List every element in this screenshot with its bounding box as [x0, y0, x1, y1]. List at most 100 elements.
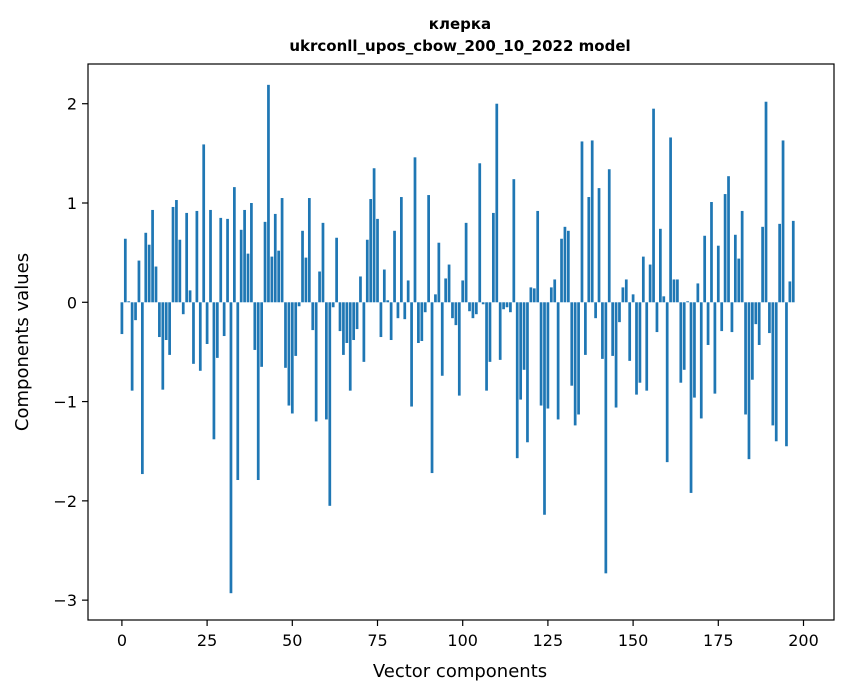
- bar-24: [202, 144, 206, 303]
- bar-59: [321, 222, 325, 303]
- bar-68: [352, 302, 356, 341]
- bar-55: [307, 198, 311, 303]
- x-tick-label: 75: [367, 631, 387, 650]
- bar-79: [389, 302, 393, 341]
- bar-103: [471, 302, 475, 319]
- bar-138: [590, 140, 594, 303]
- bar-185: [751, 302, 754, 380]
- bar-153: [641, 256, 645, 303]
- x-axis-label: Vector components: [373, 661, 547, 682]
- bar-14: [168, 302, 171, 355]
- bar-43: [267, 84, 270, 303]
- bar-86: [413, 157, 417, 303]
- bar-36: [243, 209, 246, 303]
- bar-9: [151, 209, 154, 303]
- bar-157: [655, 302, 659, 333]
- y-axis-ticks: −3 −2 −1 0 1 2: [53, 95, 88, 610]
- y-tick-label: −1: [53, 393, 77, 412]
- bar-93: [437, 242, 441, 303]
- bar-1: [123, 238, 127, 303]
- bar-35: [239, 229, 243, 303]
- bar-40: [256, 302, 260, 481]
- bar-34: [236, 302, 240, 481]
- bar-91: [430, 302, 434, 474]
- bar-95: [444, 278, 448, 303]
- bar-150: [631, 294, 635, 303]
- bar-83: [403, 302, 407, 320]
- bar-162: [672, 279, 676, 303]
- bar-28: [215, 302, 219, 358]
- bar-142: [604, 302, 608, 574]
- bar-50: [290, 302, 294, 414]
- bar-97: [451, 302, 454, 319]
- bar-131: [566, 230, 570, 303]
- bar-134: [577, 302, 580, 415]
- bar-72: [365, 239, 369, 303]
- bar-31: [226, 218, 229, 303]
- bar-158: [659, 228, 662, 303]
- bar-129: [560, 238, 563, 303]
- bar-136: [584, 302, 587, 355]
- bar-116: [515, 302, 519, 459]
- bar-130: [563, 226, 567, 303]
- bar-183: [744, 302, 747, 415]
- bar-15: [171, 206, 175, 303]
- bar-23: [198, 302, 202, 371]
- bar-166: [686, 301, 689, 303]
- bar-100: [461, 280, 465, 303]
- bar-13: [164, 302, 168, 341]
- x-tick-label: 50: [282, 631, 302, 650]
- bar-121: [532, 288, 536, 303]
- bar-80: [393, 230, 396, 303]
- bar-173: [710, 202, 713, 303]
- bar-51: [294, 302, 298, 356]
- bar-193: [778, 223, 782, 303]
- bar-22: [195, 210, 199, 303]
- bar-27: [212, 302, 216, 440]
- bar-81: [396, 302, 400, 319]
- bar-66: [345, 302, 349, 343]
- bar-106: [481, 302, 485, 305]
- bar-111: [498, 302, 502, 360]
- bar-146: [618, 302, 621, 323]
- bar-176: [720, 302, 724, 332]
- bar-109: [492, 212, 495, 303]
- bar-118: [522, 302, 526, 370]
- x-tick-label: 175: [703, 631, 734, 650]
- bar-104: [474, 302, 478, 315]
- bar-182: [740, 210, 744, 303]
- bar-67: [348, 302, 352, 391]
- x-tick-label: 150: [618, 631, 649, 650]
- bar-147: [621, 287, 625, 303]
- bar-133: [573, 302, 577, 426]
- bar-38: [250, 203, 253, 303]
- bar-46: [277, 250, 281, 303]
- bar-110: [495, 103, 499, 303]
- bar-85: [410, 302, 413, 407]
- bar-77: [382, 269, 386, 303]
- bar-98: [454, 302, 458, 326]
- bar-2: [127, 301, 131, 303]
- bar-26: [209, 209, 212, 303]
- y-tick-label: 2: [67, 95, 77, 114]
- bar-73: [369, 199, 373, 303]
- bar-32: [229, 302, 233, 594]
- bar-137: [587, 197, 591, 303]
- bar-7: [144, 232, 148, 303]
- bar-169: [696, 283, 700, 303]
- x-tick-label: 100: [447, 631, 478, 650]
- bar-92: [434, 294, 437, 303]
- bar-17: [178, 239, 182, 303]
- x-axis-ticks: 0 25 50 75 100 125 150 175 200: [117, 620, 819, 650]
- bar-197: [791, 220, 795, 303]
- bar-4: [134, 302, 137, 321]
- y-tick-label: 1: [67, 194, 77, 213]
- bar-90: [427, 195, 430, 303]
- bar-series: [120, 84, 795, 594]
- x-tick-label: 125: [533, 631, 564, 650]
- bar-163: [676, 279, 679, 303]
- bar-144: [611, 302, 615, 356]
- bar-151: [635, 302, 638, 395]
- bar-88: [420, 302, 424, 342]
